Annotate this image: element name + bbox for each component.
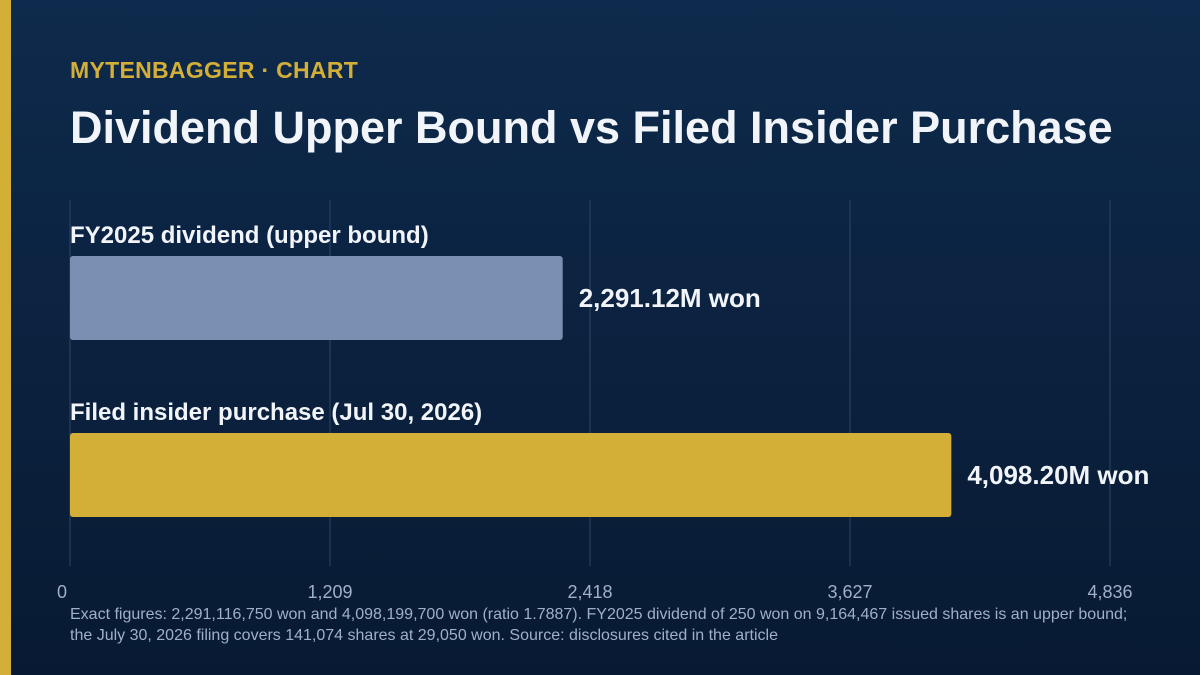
x-tick-label: 4,836 bbox=[1087, 582, 1132, 602]
category-label: Filed insider purchase (Jul 30, 2026) bbox=[70, 399, 482, 426]
x-tick-label: 0 bbox=[57, 582, 67, 602]
category-label: FY2025 dividend (upper bound) bbox=[70, 222, 429, 249]
bar bbox=[70, 256, 563, 340]
brand-kicker: MYTENBAGGER · CHART bbox=[70, 57, 359, 83]
accent-bar bbox=[0, 0, 11, 675]
x-tick-label: 1,209 bbox=[307, 582, 352, 602]
chart-title: Dividend Upper Bound vs Filed Insider Pu… bbox=[70, 102, 1113, 153]
x-tick-label: 2,418 bbox=[567, 582, 612, 602]
x-tick-label: 3,627 bbox=[827, 582, 872, 602]
bar bbox=[70, 433, 952, 517]
data-label: 2,291.12M won bbox=[579, 283, 761, 313]
data-label: 4,098.20M won bbox=[967, 460, 1149, 490]
chart-footnote: Exact figures: 2,291,116,750 won and 4,0… bbox=[70, 606, 1128, 644]
